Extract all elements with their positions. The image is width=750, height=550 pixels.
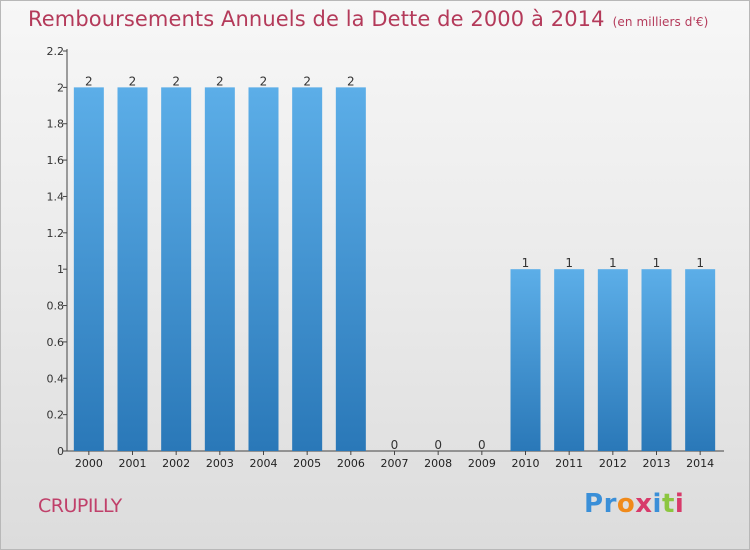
logo-letter: x bbox=[635, 489, 653, 519]
y-tick-label: 1.6 bbox=[47, 154, 65, 167]
x-tick-label: 2014 bbox=[686, 457, 714, 470]
data-label: 2 bbox=[172, 74, 180, 88]
city-name: CRUPILLY bbox=[38, 495, 122, 517]
x-tick-label: 2011 bbox=[555, 457, 583, 470]
proxiti-logo: Proxiti bbox=[584, 489, 684, 519]
bar bbox=[510, 269, 541, 451]
x-tick-label: 2013 bbox=[643, 457, 671, 470]
data-label: 0 bbox=[391, 438, 399, 452]
x-tick-label: 2006 bbox=[337, 457, 365, 470]
y-tick-label: 1 bbox=[57, 263, 64, 276]
data-label: 2 bbox=[216, 74, 224, 88]
logo-letter: i bbox=[674, 489, 685, 519]
data-label: 0 bbox=[434, 438, 442, 452]
bar bbox=[248, 87, 279, 451]
data-label: 2 bbox=[85, 74, 93, 88]
y-tick-label: 1.8 bbox=[47, 118, 65, 131]
data-label: 2 bbox=[260, 74, 268, 88]
x-tick-label: 2008 bbox=[424, 457, 452, 470]
data-label: 2 bbox=[303, 74, 311, 88]
data-label: 2 bbox=[347, 74, 355, 88]
x-tick-label: 2005 bbox=[293, 457, 321, 470]
data-label: 2 bbox=[129, 74, 137, 88]
logo-letter: i bbox=[652, 489, 662, 519]
x-tick-label: 2012 bbox=[599, 457, 627, 470]
x-tick-label: 2003 bbox=[206, 457, 234, 470]
y-tick-label: 0.8 bbox=[47, 300, 65, 313]
logo-letter: P bbox=[584, 489, 604, 519]
logo-letter: o bbox=[616, 489, 636, 519]
y-tick-label: 1.2 bbox=[47, 227, 65, 240]
y-tick-label: 2 bbox=[57, 81, 64, 94]
data-label: 1 bbox=[696, 256, 704, 270]
x-tick-label: 2010 bbox=[512, 457, 540, 470]
bar bbox=[117, 87, 148, 451]
x-tick-label: 2002 bbox=[162, 457, 190, 470]
y-tick-label: 0.2 bbox=[47, 409, 65, 422]
bar bbox=[292, 87, 323, 451]
x-tick-label: 2009 bbox=[468, 457, 496, 470]
bar bbox=[204, 87, 235, 451]
bar bbox=[73, 87, 104, 451]
data-label: 1 bbox=[565, 256, 573, 270]
chart-unit: (en milliers d'€) bbox=[612, 15, 709, 29]
logo-letter: r bbox=[603, 489, 617, 519]
x-tick-label: 2004 bbox=[250, 457, 278, 470]
bar bbox=[161, 87, 192, 451]
bar bbox=[335, 87, 366, 451]
bar bbox=[554, 269, 585, 451]
y-tick-label: 1.4 bbox=[47, 190, 65, 203]
data-label: 1 bbox=[522, 256, 530, 270]
logo-letter: t bbox=[661, 489, 675, 519]
data-label: 1 bbox=[609, 256, 617, 270]
bar bbox=[597, 269, 628, 451]
bar bbox=[685, 269, 716, 451]
y-tick-label: 0 bbox=[57, 445, 64, 458]
data-label: 1 bbox=[653, 256, 661, 270]
x-tick-label: 2001 bbox=[119, 457, 147, 470]
data-label: 0 bbox=[478, 438, 486, 452]
y-tick-label: 0.6 bbox=[47, 336, 65, 349]
chart-title: Remboursements Annuels de la Dette de 20… bbox=[28, 7, 708, 31]
y-tick-label: 0.4 bbox=[47, 372, 65, 385]
chart-title-text: Remboursements Annuels de la Dette de 20… bbox=[28, 7, 605, 31]
x-tick-label: 2000 bbox=[75, 457, 103, 470]
y-tick-label: 2.2 bbox=[47, 45, 65, 58]
x-tick-label: 2007 bbox=[381, 457, 409, 470]
bar bbox=[641, 269, 672, 451]
